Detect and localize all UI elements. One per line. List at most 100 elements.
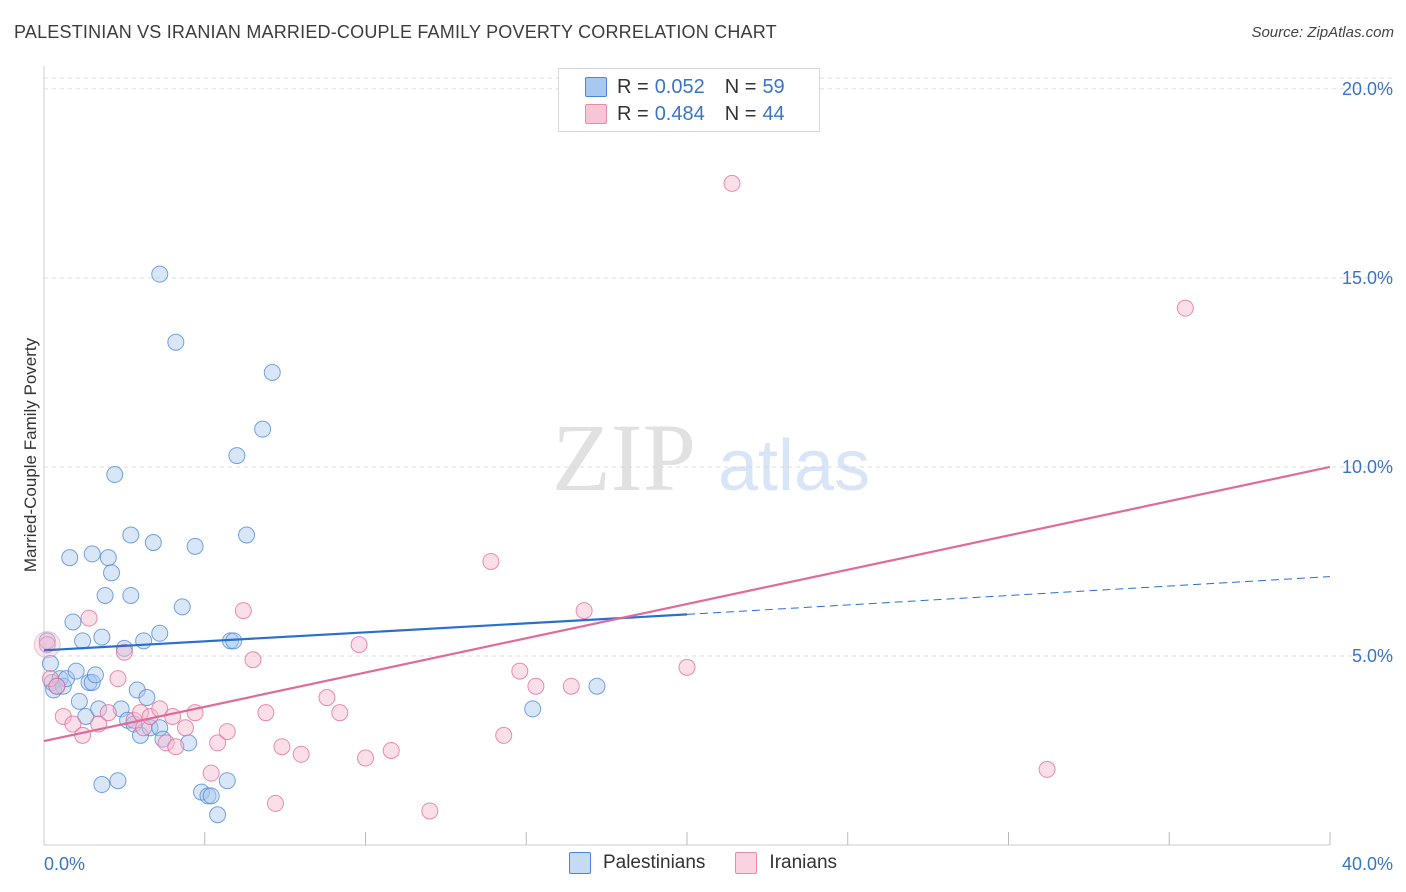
axes	[43, 66, 1331, 846]
iranian-point	[331, 704, 349, 722]
iranian-point	[266, 794, 284, 812]
source-label: Source: ZipAtlas.com	[1251, 24, 1394, 41]
iranian-point	[292, 745, 310, 763]
iranian-point	[202, 764, 220, 782]
palestinian-point	[254, 420, 272, 438]
bottom-legend: Palestinians Iranians	[0, 852, 1406, 874]
legend-r-value: 0.484	[654, 102, 705, 125]
legend-row-iranians: R = 0.484 N = 44	[585, 102, 785, 126]
iranian-point	[33, 631, 61, 659]
palestinian-point	[218, 772, 236, 790]
palestinian-point	[70, 692, 88, 710]
palestinian-point	[186, 537, 204, 555]
iranian-point	[257, 704, 275, 722]
iranian-point	[1038, 760, 1056, 778]
palestinian-point	[122, 586, 140, 604]
iranian-point	[80, 609, 98, 627]
legend-n-label: N =	[724, 75, 757, 98]
iranian-point	[209, 734, 227, 752]
legend-item-palestinians: Palestinians	[568, 852, 706, 874]
legend-r-label: R =	[617, 102, 649, 125]
tick-labels: 5.0% 10.0% 15.0% 20.0% 0.0% 40.0%	[44, 79, 1393, 874]
iranian-point	[723, 174, 741, 192]
palestinian-point	[38, 632, 56, 650]
palestinian-point	[109, 772, 127, 790]
iranian-point	[527, 677, 545, 695]
iranian-point	[157, 734, 175, 752]
iranian-point	[164, 707, 182, 725]
legend-swatch-iranians	[585, 104, 607, 124]
iranian-point	[575, 602, 593, 620]
legend-r-value: 0.052	[654, 75, 705, 98]
iranian-point	[48, 677, 66, 695]
palestinian-point	[103, 564, 121, 582]
iranian-point	[350, 636, 368, 654]
palestinian-point	[144, 534, 162, 552]
palestinian-point	[238, 526, 256, 544]
palestinian-point	[167, 333, 185, 351]
x-tick-label: 0.0%	[44, 854, 85, 874]
palestinian-point	[90, 700, 108, 718]
iranian-point	[357, 749, 374, 767]
legend-label-palestinians: Palestinians	[602, 852, 706, 873]
watermark-atlas: atlas	[718, 426, 870, 506]
legend-row-palestinians: R = 0.052 N = 59	[585, 75, 785, 99]
palestinian-point	[106, 466, 124, 484]
iranian-point	[562, 677, 580, 695]
palestinian-point	[151, 624, 169, 642]
iranian-point	[176, 719, 194, 737]
legend-label-iranians: Iranians	[769, 852, 838, 873]
iranian-trend-line	[43, 465, 1331, 743]
iranian-point	[382, 741, 400, 759]
iranian-point	[64, 715, 82, 733]
y-tick-label: 15.0%	[1342, 268, 1393, 288]
y-tick-label: 10.0%	[1342, 457, 1393, 477]
iranian-point	[273, 738, 291, 756]
palestinian-point	[86, 666, 104, 684]
palestinian-point	[202, 787, 220, 805]
legend-swatch-iranians	[735, 852, 758, 874]
iranian-point	[218, 723, 236, 741]
palestinian-point	[64, 613, 82, 631]
iranian-point	[244, 651, 262, 669]
palestinian-point	[524, 700, 542, 718]
palestinian-point	[122, 526, 140, 544]
iranian-point	[678, 658, 696, 676]
iranian-point	[1176, 299, 1194, 317]
legend-box: R = 0.052 N = 59 R = 0.484 N = 44	[558, 68, 820, 132]
legend-item-iranians: Iranians	[735, 852, 837, 874]
palestinian-point	[138, 689, 156, 707]
chart-title: PALESTINIAN VS IRANIAN MARRIED-COUPLE FA…	[14, 22, 777, 42]
palestinian-trend-line	[43, 613, 688, 652]
palestinian-point	[209, 806, 227, 824]
iranian-point	[318, 689, 336, 707]
legend-r-label: R =	[617, 75, 649, 98]
iranian-point	[99, 704, 117, 722]
palestinian-point	[74, 632, 92, 650]
palestinian-point	[83, 545, 101, 563]
iranian-point	[421, 802, 439, 820]
iranian-point	[511, 662, 529, 680]
y-axis-label: Married-Couple Family Poverty	[21, 337, 40, 572]
iranian-point	[167, 738, 185, 756]
palestinian-point	[228, 447, 246, 465]
palestinian-point	[151, 265, 169, 283]
palestinian-point	[93, 776, 111, 794]
palestinian-point	[135, 632, 153, 650]
iranian-point	[115, 643, 133, 661]
palestinian-point	[93, 628, 111, 646]
palestinian-point	[99, 549, 117, 567]
iranian-point	[234, 602, 252, 620]
y-tick-label: 20.0%	[1342, 79, 1393, 99]
palestinian-point	[67, 662, 85, 680]
legend-n-label: N =	[724, 102, 757, 125]
legend-swatch-palestinians	[585, 77, 607, 97]
legend-n-value: 59	[762, 75, 785, 98]
palestinian-trend-extension	[686, 576, 1331, 615]
x-tick-label: 40.0%	[1342, 854, 1393, 874]
legend-n-value: 44	[762, 102, 785, 125]
palestinian-point	[173, 598, 191, 616]
palestinian-point	[263, 363, 281, 381]
iranian-point	[74, 726, 92, 744]
